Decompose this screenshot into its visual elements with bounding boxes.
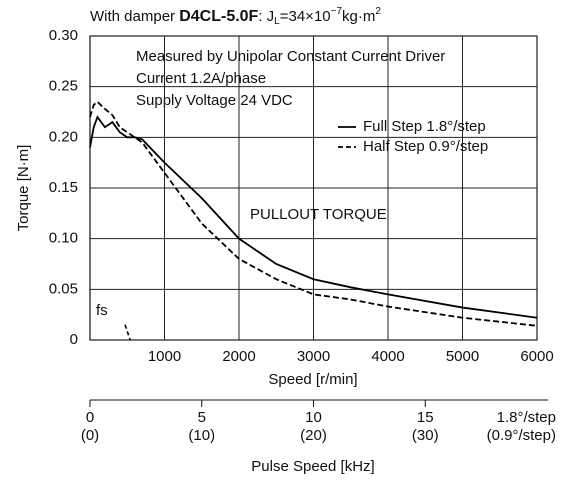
x-tick-label: 1000 <box>148 348 181 365</box>
y-tick-label: 0.30 <box>49 27 78 44</box>
x2-tick-label: 0 <box>86 409 94 426</box>
x2-end-label: (0.9°/step) <box>487 427 556 444</box>
fs-line <box>124 324 131 341</box>
title-part: : J <box>258 8 274 25</box>
x-tick-label: 5000 <box>446 348 479 365</box>
annotation: Measured by Unipolar Constant Current Dr… <box>136 48 445 65</box>
x2-tick-label: 5 <box>198 409 206 426</box>
x2-tick-sublabel: (20) <box>300 427 327 444</box>
title-sub: L <box>274 16 280 27</box>
title-sup: −7 <box>331 6 343 17</box>
title-sup: 2 <box>375 6 381 17</box>
x2-axis-label: Pulse Speed [kHz] <box>251 458 374 475</box>
series-line <box>89 115 538 319</box>
legend-label: Full Step 1.8°/step <box>363 118 486 135</box>
title-model: D4CL-5.0F <box>179 8 258 25</box>
x-tick-label: 3000 <box>297 348 330 365</box>
x2-end-label: 1.8°/step <box>497 409 556 426</box>
x2-tick-sublabel: (0) <box>81 427 99 444</box>
x2-tick-sublabel: (10) <box>188 427 215 444</box>
x-tick-label: 4000 <box>371 348 404 365</box>
x-tick-label: 2000 <box>222 348 255 365</box>
y-tick-label: 0.15 <box>49 179 78 196</box>
x2-tick-label: 15 <box>417 409 434 426</box>
x-tick-label: 6000 <box>520 348 553 365</box>
y-tick-label: 0.10 <box>49 230 78 247</box>
y-tick-label: 0.25 <box>49 78 78 95</box>
annotation: fs <box>96 302 108 319</box>
legend-label: Half Step 0.9°/step <box>363 138 488 155</box>
x-axis-label: Speed [r/min] <box>268 371 357 388</box>
x2-tick-label: 10 <box>305 409 322 426</box>
title-part: kg·m <box>342 8 375 25</box>
title-part: =34×10 <box>280 8 331 25</box>
x2-tick-sublabel: (30) <box>412 427 439 444</box>
annotation: PULLOUT TORQUE <box>250 206 387 223</box>
y-tick-label: 0.05 <box>49 280 78 297</box>
chart-title: With damper D4CL-5.0F: JL=34×10−7kg·m2 <box>90 6 381 27</box>
title-part: With damper <box>90 8 179 25</box>
y-axis-label: Torque [N·m] <box>15 145 32 232</box>
y-tick-label: 0.20 <box>49 128 78 145</box>
annotation: Current 1.2A/phase <box>136 70 266 87</box>
annotation: Supply Voltage 24 VDC <box>136 92 293 109</box>
y-tick-label: 0 <box>70 331 78 348</box>
